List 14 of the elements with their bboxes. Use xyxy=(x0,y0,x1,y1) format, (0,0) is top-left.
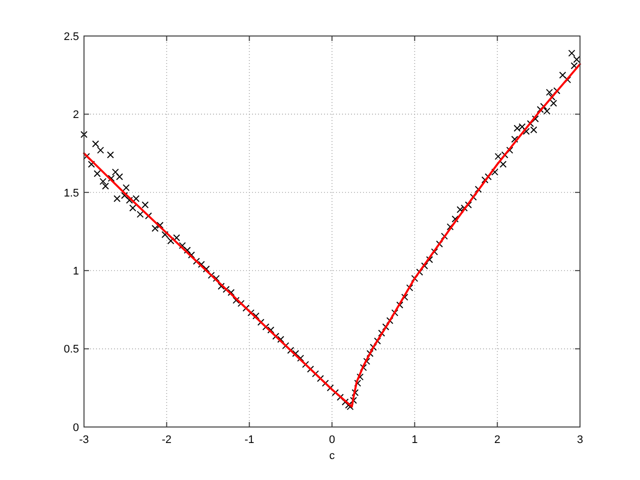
y-tick-label: 0 xyxy=(72,422,79,434)
x-tick-label: 2 xyxy=(494,434,500,446)
x-tick-label: -1 xyxy=(244,434,254,446)
x-axis-title: c xyxy=(329,450,336,462)
y-tick-label: 0.5 xyxy=(64,344,79,356)
x-tick-label: -2 xyxy=(162,434,172,446)
y-tick-label: 1.5 xyxy=(64,187,79,200)
x-tick-label: -3 xyxy=(79,434,89,446)
x-tick-label: 3 xyxy=(576,434,584,446)
y-tick-label: 2 xyxy=(72,109,79,122)
x-tick-label: 1 xyxy=(412,434,418,446)
y-tick-label: 1 xyxy=(72,265,79,278)
x-tick-label: 0 xyxy=(328,434,336,446)
y-tick-label: 2.5 xyxy=(64,30,79,43)
